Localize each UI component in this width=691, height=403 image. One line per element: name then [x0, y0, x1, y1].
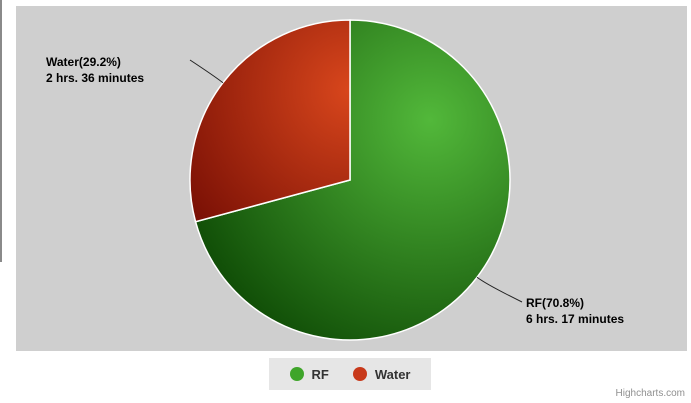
data-label-water-title: Water(29.2%)	[46, 55, 121, 69]
legend-label-rf: RF	[311, 366, 329, 382]
legend-item-rf[interactable]: RF	[289, 366, 329, 382]
legend-label-water: Water	[374, 366, 411, 382]
data-label-water: Water(29.2%) 2 hrs. 36 minutes	[46, 54, 144, 86]
data-label-rf: RF(70.8%) 6 hrs. 17 minutes	[526, 295, 624, 327]
connector-water	[189, 59, 224, 84]
left-divider	[0, 0, 2, 262]
legend: RF Water	[269, 358, 431, 390]
legend-marker-water	[352, 367, 367, 381]
credits-link[interactable]: Highcharts.com	[615, 388, 685, 399]
pie-slice-rf[interactable]	[194, 19, 511, 341]
legend-item-water[interactable]: Water	[352, 366, 411, 382]
data-label-water-duration: 2 hrs. 36 minutes	[46, 71, 145, 85]
connector-rf	[476, 276, 523, 303]
data-label-rf-duration: 6 hrs. 17 minutes	[526, 312, 625, 326]
legend-marker-rf	[289, 367, 304, 381]
data-label-rf-title: RF(70.8%)	[526, 296, 585, 310]
